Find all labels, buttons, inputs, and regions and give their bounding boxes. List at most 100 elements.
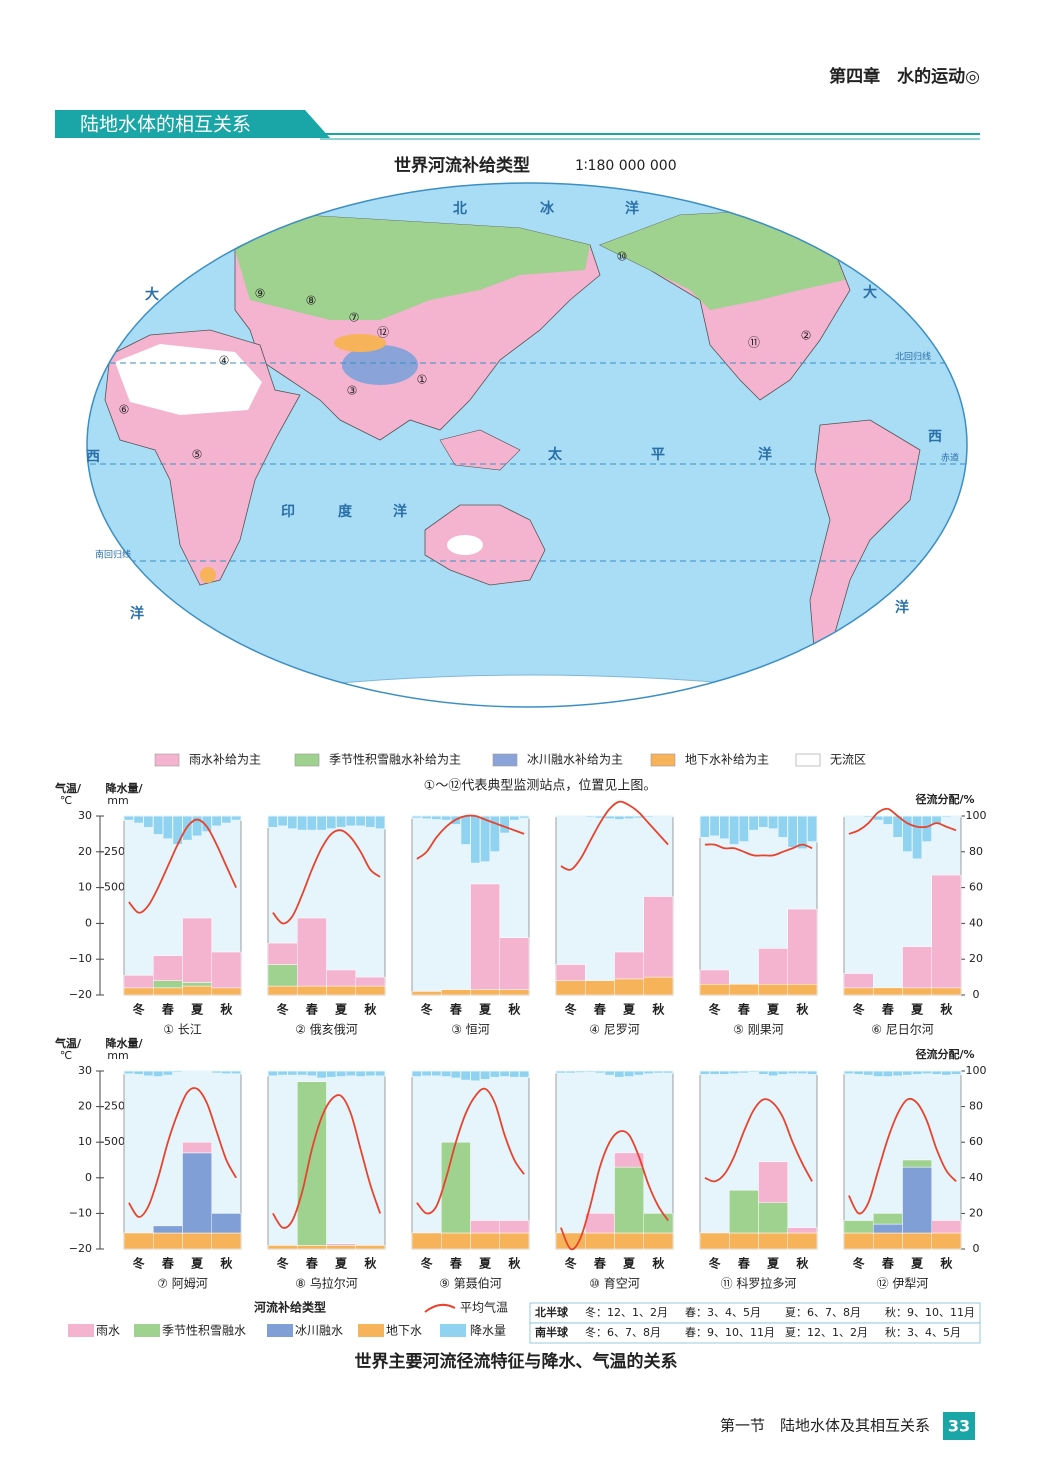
precip-bar <box>335 1070 347 1078</box>
precip-bar <box>777 1070 789 1076</box>
map-label: 洋 <box>758 446 772 463</box>
precip-bar <box>950 1070 962 1076</box>
runoff-segment <box>153 1232 183 1250</box>
y-axis-title: 气温/ <box>54 781 82 795</box>
precip-bar <box>316 1070 327 1079</box>
x-tick-label: 秋 <box>364 1256 377 1271</box>
precip-bar <box>470 815 481 864</box>
panel-name: ⑪ 科罗拉多河 <box>721 1276 797 1291</box>
runoff-segment <box>326 985 356 996</box>
na-snowmelt <box>600 210 845 310</box>
panel-name: ⑦ 阿姆河 <box>157 1277 208 1291</box>
runoff-segment <box>297 1081 327 1246</box>
runoff-segment <box>326 1245 356 1250</box>
legend-label: 无流区 <box>830 753 866 767</box>
x-tick-label: 夏 <box>767 1003 780 1017</box>
precip-bar <box>296 815 308 831</box>
y-tick-label: 20 <box>78 1100 92 1113</box>
map-label: 西 <box>86 449 100 465</box>
y-tick-label: 0 <box>85 1171 92 1184</box>
precip-bar <box>509 815 520 821</box>
y2-axis-title: 径流分配/% <box>915 792 974 806</box>
x-tick-label: 春 <box>881 1002 895 1017</box>
precip-bar <box>623 1070 635 1078</box>
precip-bar <box>172 1070 183 1073</box>
runoff-segment <box>729 1232 759 1250</box>
runoff-segment <box>758 1232 788 1250</box>
runoff-segment <box>182 1141 212 1154</box>
precip-bar <box>460 1070 471 1081</box>
runoff-segment <box>355 985 386 996</box>
x-tick-label: 夏 <box>335 1003 348 1017</box>
precip-bar <box>614 1070 625 1078</box>
x-tick-label: 春 <box>161 1002 175 1017</box>
runoff-segment <box>211 1232 242 1250</box>
panel-name: ① 长江 <box>163 1023 202 1037</box>
precip-bar <box>221 1070 232 1075</box>
legend-title: 河流补给类型 <box>253 1300 326 1315</box>
legend-label: 雨水 <box>96 1324 120 1338</box>
runoff-segment <box>843 973 874 989</box>
precip-bar <box>518 815 530 819</box>
runoff-segment <box>643 896 674 978</box>
map-label: 度 <box>338 503 353 520</box>
y-tick-label: 0 <box>85 916 92 929</box>
legend-label: 雨水补给为主 <box>189 753 261 767</box>
precip-bar <box>123 1070 135 1075</box>
precip-bar <box>728 815 740 846</box>
temperature-line <box>128 1087 237 1218</box>
precip-bar <box>182 1070 193 1073</box>
runoff-segment <box>182 1232 212 1250</box>
runoff-segment <box>758 984 788 996</box>
precip-bar <box>653 815 664 818</box>
precip-axis-title: 降水量/ <box>105 1036 143 1050</box>
runoff-segment <box>470 1220 500 1234</box>
y2-tick-label: 80 <box>969 845 983 858</box>
runoff-segment <box>614 1152 644 1168</box>
precip-bar <box>748 815 759 831</box>
station-marker: ⑩ <box>617 250 628 264</box>
runoff-segment <box>614 1166 644 1234</box>
runoff-segment <box>787 1232 818 1250</box>
precip-bar <box>555 1070 567 1074</box>
table-cell: 南半球 <box>535 1325 569 1339</box>
runoff-segment <box>153 987 183 996</box>
precip-bar <box>460 815 471 846</box>
y2-axis-title: 径流分配/% <box>915 1047 974 1061</box>
precip-tick-label: 250 <box>104 845 125 858</box>
y2-tick-label: 20 <box>969 1206 983 1219</box>
precip-bar <box>267 1070 279 1077</box>
y2-tick-label: 80 <box>969 1100 983 1113</box>
legend-swatch <box>267 1324 293 1337</box>
precip-bar <box>191 1070 203 1073</box>
runoff-segment <box>153 955 183 981</box>
legend-swatch <box>492 753 518 767</box>
x-tick-label: 春 <box>737 1002 751 1017</box>
runoff-segment <box>758 1202 788 1234</box>
runoff-segment <box>843 1220 874 1234</box>
x-tick-label: 春 <box>593 1002 607 1017</box>
precip-bar <box>345 1070 357 1077</box>
legend-line <box>424 1303 456 1313</box>
panel-name: ⑨ 第聂伯河 <box>439 1276 502 1291</box>
panel-name: ⑤ 刚果河 <box>733 1023 784 1037</box>
runoff-segment <box>902 1159 932 1168</box>
y2-tick-label: 100 <box>966 1064 987 1077</box>
precip-bar <box>555 815 567 818</box>
x-tick-label: 秋 <box>796 1256 809 1271</box>
precip-bar <box>133 815 144 824</box>
runoff-segment <box>643 1232 674 1250</box>
precip-bar <box>950 815 962 818</box>
runoff-segment <box>614 978 644 996</box>
y-tick-label: 30 <box>78 809 92 822</box>
precip-bar <box>921 815 933 843</box>
runoff-segment <box>297 1245 327 1250</box>
precip-bar <box>787 1070 798 1075</box>
runoff-segment <box>585 1232 615 1250</box>
runoff-segment <box>699 984 730 996</box>
runoff-segment <box>326 1243 356 1246</box>
x-tick-label: 春 <box>305 1002 319 1017</box>
runoff-segment <box>355 976 386 987</box>
precip-bar <box>316 815 327 831</box>
precip-bar <box>728 1070 740 1075</box>
